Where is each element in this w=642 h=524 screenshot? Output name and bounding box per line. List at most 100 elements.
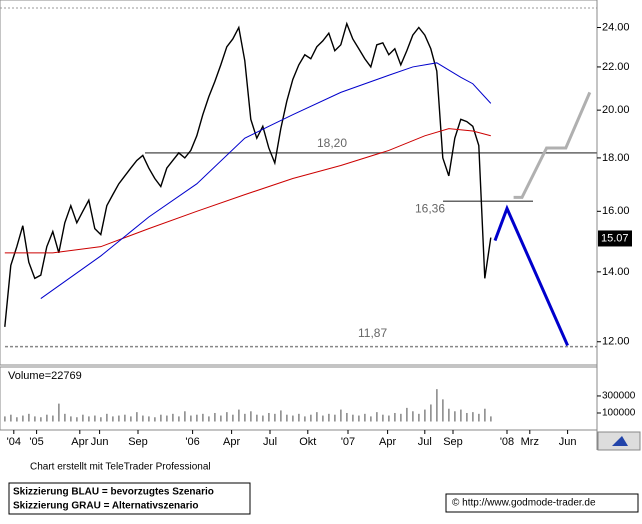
volume-bar <box>334 414 336 422</box>
volume-bar <box>364 413 366 422</box>
volume-bar <box>196 414 198 422</box>
volume-bar <box>178 416 180 422</box>
volume-bar <box>148 416 150 422</box>
legend-gray: Skizzierung GRAU = Alternativszenario <box>13 501 199 512</box>
series-line <box>4 128 491 254</box>
volume-bar <box>268 412 270 422</box>
volume-bar <box>460 409 462 422</box>
volume-bar <box>64 413 66 422</box>
volume-bar <box>400 413 402 422</box>
level-label: 18,20 <box>317 136 347 150</box>
legend-blue: Skizzierung BLAU = bevorzugtes Szenario <box>13 487 214 498</box>
volume-bar <box>352 414 354 422</box>
volume-bar <box>166 415 168 422</box>
credit: Chart erstellt mit TeleTrader Profession… <box>30 462 211 473</box>
x-tick-label: '04 <box>7 436 21 448</box>
volume-bar <box>208 416 210 422</box>
volume-bar <box>16 417 18 422</box>
y-tick-label: 20.00 <box>602 104 630 116</box>
volume-bar <box>184 411 186 422</box>
level-label: 16,36 <box>415 201 445 215</box>
volume-bar <box>52 415 54 422</box>
source-box <box>445 493 639 513</box>
y-tick-label: 18.00 <box>602 152 630 164</box>
volume-bar <box>190 415 192 422</box>
volume-bar <box>70 416 72 422</box>
volume-bar <box>448 408 450 422</box>
series-line <box>513 91 592 199</box>
volume-bar <box>106 413 108 422</box>
x-tick-label: Jun <box>559 436 577 448</box>
volume-bar <box>262 415 264 422</box>
volume-bar <box>100 417 102 422</box>
volume-label: Volume=22769 <box>8 370 82 382</box>
series-line <box>493 204 569 347</box>
volume-bar <box>442 399 444 422</box>
volume-bar <box>316 412 318 422</box>
volume-bar <box>298 413 300 422</box>
volume-bar <box>484 408 486 422</box>
volume-bar <box>244 413 246 422</box>
y-tick-label: 100000 <box>602 408 636 419</box>
y-tick-label: 24.00 <box>602 21 630 33</box>
volume-bar <box>358 415 360 422</box>
volume-bar <box>418 413 420 422</box>
icon <box>612 436 628 446</box>
volume-bar <box>376 412 378 422</box>
x-tick-label: Apr <box>379 436 396 448</box>
last-price-label: 15.07 <box>601 232 629 244</box>
volume-bar <box>322 415 324 422</box>
volume-bar <box>412 411 414 422</box>
volume-bar <box>310 414 312 422</box>
volume-bar <box>340 409 342 422</box>
x-tick-label: '07 <box>341 436 355 448</box>
volume-bar <box>394 412 396 422</box>
volume-bar <box>130 416 132 422</box>
volume-bar <box>58 403 60 422</box>
x-tick-label: Sep <box>443 436 463 448</box>
volume-bar <box>256 414 258 422</box>
x-tick-label: Jun <box>91 436 109 448</box>
volume-bar <box>160 414 162 422</box>
volume-bar <box>238 409 240 422</box>
volume-bar <box>214 412 216 422</box>
volume-bar <box>136 412 138 422</box>
price-panel <box>0 0 598 366</box>
series-line <box>40 62 492 299</box>
volume-bar <box>124 414 126 422</box>
volume-bar <box>40 417 42 422</box>
volume-bar <box>142 415 144 422</box>
volume-bar <box>232 414 234 422</box>
x-tick-label: Sep <box>128 436 148 448</box>
legend-box <box>8 482 251 515</box>
volume-bar <box>430 404 432 422</box>
volume-bar <box>382 414 384 422</box>
source: © http://www.godmode-trader.de <box>452 498 596 509</box>
volume-bar <box>478 413 480 422</box>
x-tick-label: Mrz <box>521 436 539 448</box>
y-tick-label: 300000 <box>602 391 636 402</box>
volume-bar <box>4 416 6 422</box>
y-tick-label: 16.00 <box>602 205 630 217</box>
volume-bar <box>274 413 276 422</box>
series-line <box>4 21 492 327</box>
last-price-box <box>598 230 632 247</box>
x-tick-label: '05 <box>29 436 43 448</box>
level-label: 11,87 <box>358 326 387 340</box>
x-tick-label: '08 <box>500 436 514 448</box>
volume-bar <box>472 412 474 422</box>
volume-bar <box>22 415 24 422</box>
volume-bar <box>118 415 120 422</box>
volume-bar <box>292 415 294 422</box>
volume-bar <box>490 416 492 422</box>
volume-bar <box>328 413 330 422</box>
volume-bar <box>76 417 78 422</box>
y-tick-label: 14.00 <box>602 266 630 278</box>
volume-bar <box>370 416 372 422</box>
volume-bar <box>94 415 96 422</box>
volume-bar <box>280 410 282 422</box>
x-tick-label: Jul <box>263 436 277 448</box>
volume-bar <box>304 416 306 422</box>
